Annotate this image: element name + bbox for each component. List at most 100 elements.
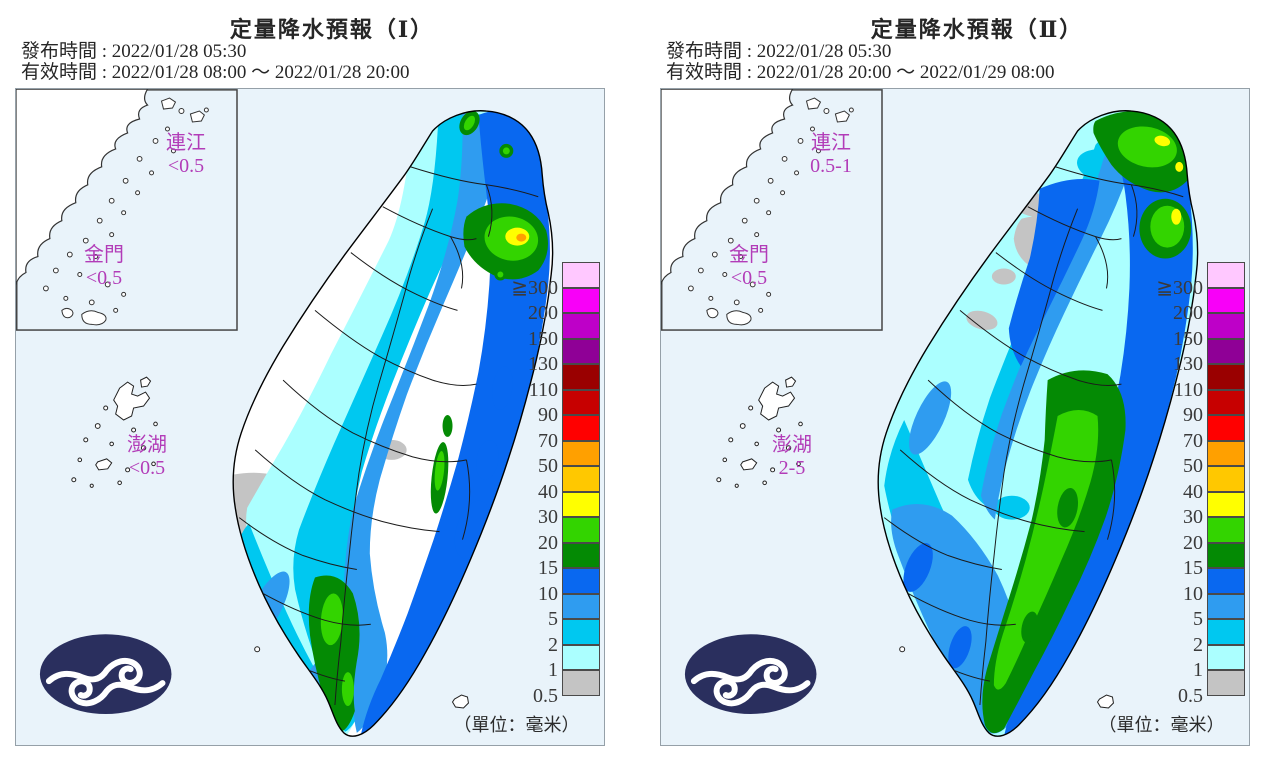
legend-swatch [1207,313,1245,339]
island-value-penghu: <0.5 [128,457,166,479]
legend-value-label: 1 [548,659,558,681]
legend-value-label: 150 [1173,327,1203,350]
legend-swatch [1207,338,1245,364]
legend-value-label: 30 [1183,506,1203,528]
legend-value-label: 50 [1183,455,1203,477]
legend-value-label: 15 [1183,557,1203,579]
legend-swatch [1207,262,1245,288]
legend-swatch [562,262,600,288]
legend-swatch [562,415,600,441]
legend-swatch [562,593,600,619]
legend-swatch [1207,389,1245,415]
island-label-lienchiang: 連江 [811,132,851,154]
island-label-penghu: 澎湖 [772,434,812,456]
legend-value-label: 70 [538,429,558,452]
legend-value-label: 90 [1183,404,1203,426]
legend-value-label: 30 [538,506,558,528]
legend-swatch [562,542,600,568]
legend-swatch [562,466,600,492]
legend-value-label: 2 [1193,633,1203,656]
legend-value-label: 40 [1183,480,1203,503]
valid-time: 有效時間 : 2022/01/28 20:00 ～ 2022/01/29 08:… [666,62,1055,83]
legend-swatch [562,568,600,594]
island-value-kinmen: <0.5 [85,267,123,289]
issued-time: 發布時間 : 2022/01/28 05:30 [21,41,247,62]
rainfall-legend: ≧300 200 150 130 110 90 70 50 40 30 20 15 10 5 2 1 0.5 [492,262,604,707]
island-value-lienchiang: <0.5 [167,155,205,177]
legend-swatch [1207,517,1245,543]
valid-time: 有效時間 : 2022/01/28 08:00 ～ 2022/01/28 20:… [21,62,410,83]
legend-swatch [1207,619,1245,645]
legend-swatch [562,364,600,390]
panel-qpf-2: 定量降水預報（Ⅱ） 發布時間 : 2022/01/28 05:30 有效時間 :… [660,0,1250,762]
legend-swatch [562,517,600,543]
china-coast-inset [661,89,883,331]
legend-swatch [562,389,600,415]
legend-swatch [1207,542,1245,568]
legend-swatch [1207,568,1245,594]
island-value-lienchiang: 0.5-1 [810,155,852,177]
legend-swatch [1207,466,1245,492]
china-coast-inset [16,89,238,331]
legend-value-label: 110 [1173,378,1203,401]
legend-value-label: 15 [538,557,558,579]
legend-value-label: 10 [538,582,558,605]
legend-value-label: 200 [528,302,558,324]
unit-label: （單位：毫米） [453,715,580,735]
cwb-logo-icon [685,634,817,714]
legend-value-label: 90 [538,404,558,426]
island-value-penghu: 2-5 [778,457,806,479]
island-value-kinmen: <0.5 [730,267,768,289]
legend-value-label: ≧300 [1156,276,1203,299]
legend-swatch [562,313,600,339]
legend-value-label: 0.5 [1178,684,1203,707]
legend-swatch [1207,593,1245,619]
legend-swatch [1207,415,1245,441]
rain-map-svg [661,89,1249,745]
rainfall-contours [878,110,1198,737]
legend-swatch [1207,491,1245,517]
island-label-penghu: 澎湖 [127,434,167,456]
legend-swatch [562,491,600,517]
legend-value-label: 10 [1183,582,1203,605]
legend-value-label: 70 [1183,429,1203,452]
legend-swatch [1207,440,1245,466]
panel-title: 定量降水預報（Ⅰ） [229,17,435,42]
legend-value-label: 20 [1183,531,1203,554]
rain-map-1 [15,88,605,746]
legend-value-label: 1 [1193,659,1203,681]
legend-value-label: 20 [538,531,558,554]
legend-value-label: 5 [1193,608,1203,630]
rainfall-legend: ≧300 200 150 130 110 90 70 50 40 30 20 15 10 5 2 1 0.5 [1137,262,1249,707]
legend-swatch [1207,644,1245,670]
cwb-logo-icon [40,634,172,714]
unit-label: （單位：毫米） [1098,715,1225,735]
rain-map-2 [660,88,1250,746]
legend-value-label: 5 [548,608,558,630]
legend-value-label: 110 [528,378,558,401]
legend-swatch [562,440,600,466]
legend-swatch [1207,287,1245,313]
legend-value-label: 40 [538,480,558,503]
legend-swatch [562,644,600,670]
legend-swatch [562,670,600,696]
panel-qpf-1: 定量降水預報（Ⅰ） 發布時間 : 2022/01/28 05:30 有效時間 :… [15,0,605,762]
legend-value-label: 130 [1173,353,1203,375]
legend-value-label: 200 [1173,302,1203,324]
legend-value-label: 50 [538,455,558,477]
rain-map-svg [16,89,604,745]
island-label-kinmen: 金門 [84,244,124,266]
legend-swatch [562,619,600,645]
legend-value-label: 150 [528,327,558,350]
island-label-kinmen: 金門 [729,244,769,266]
legend-swatch [1207,364,1245,390]
legend-value-label: ≧300 [511,276,558,299]
legend-value-label: 0.5 [533,684,558,707]
legend-value-label: 130 [528,353,558,375]
island-label-lienchiang: 連江 [166,132,206,154]
issued-time: 發布時間 : 2022/01/28 05:30 [666,41,892,62]
legend-swatch [1207,670,1245,696]
legend-swatch [562,338,600,364]
panel-title: 定量降水預報（Ⅱ） [870,17,1084,42]
